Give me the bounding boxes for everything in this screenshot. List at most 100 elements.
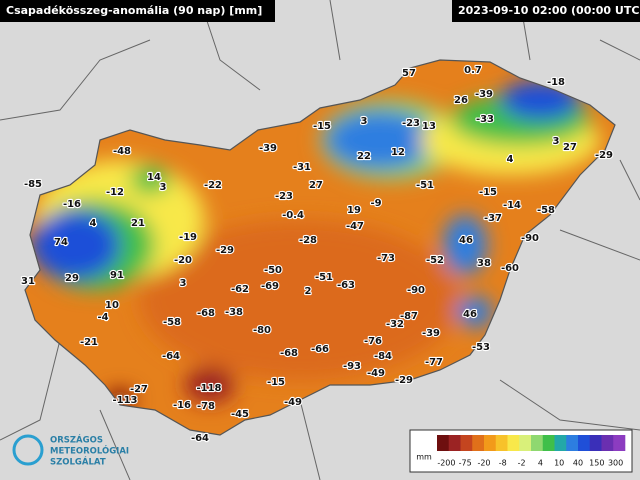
station-value: 91 [110, 270, 124, 281]
logo-line: METEOROLÓGIAI [50, 445, 129, 457]
station-value: -15 [267, 377, 285, 388]
legend-swatch [542, 435, 555, 451]
station-value: 31 [21, 276, 35, 287]
legend-tick: -75 [459, 459, 472, 468]
legend-swatch [566, 435, 579, 451]
station-value: -51 [315, 272, 333, 283]
station-value: -19 [179, 232, 197, 243]
station-value: -4 [97, 312, 108, 323]
station-value: -20 [174, 255, 192, 266]
station-value: -64 [162, 351, 180, 362]
station-value: -12 [106, 187, 124, 198]
station-value: -48 [113, 146, 131, 157]
station-value: -0.4 [282, 210, 304, 221]
station-value: -51 [416, 180, 434, 191]
station-value: 4 [90, 218, 97, 229]
station-value: -68 [197, 308, 215, 319]
station-value: -28 [299, 235, 317, 246]
station-value: -16 [173, 400, 191, 411]
station-value: -23 [402, 118, 420, 129]
station-value: -78 [197, 401, 215, 412]
station-value: 12 [391, 147, 405, 158]
station-value: 27 [563, 142, 577, 153]
station-value: -45 [231, 409, 249, 420]
station-value: -21 [80, 337, 98, 348]
station-value: -49 [367, 368, 385, 379]
station-value: 21 [131, 218, 145, 229]
station-value: 22 [357, 151, 371, 162]
station-value: -39 [259, 143, 277, 154]
legend-tick: -2 [518, 459, 526, 468]
station-value: -52 [426, 255, 444, 266]
station-value: 3 [553, 136, 560, 147]
legend-swatch [460, 435, 473, 451]
station-value: -85 [24, 179, 42, 190]
station-value: -93 [343, 361, 361, 372]
station-value: 3 [361, 116, 368, 127]
legend-tick: 40 [573, 459, 583, 468]
timestamp: 2023-09-10 02:00 (00:00 UTC) [458, 4, 640, 17]
station-value: 3 [180, 278, 187, 289]
station-value: -15 [479, 187, 497, 198]
legend-bar: -200 -75 -20 -8 -2 4 10 40 150 300 [437, 435, 626, 468]
station-value: 74 [54, 237, 68, 248]
station-value: -50 [264, 265, 282, 276]
station-value: -58 [163, 317, 181, 328]
station-value: -15 [313, 121, 331, 132]
station-value: -49 [284, 397, 302, 408]
legend-swatch [484, 435, 497, 451]
logo-icon [12, 434, 44, 466]
station-value: -16 [63, 199, 81, 210]
legend-swatch [589, 435, 602, 451]
legend-tick: -20 [477, 459, 490, 468]
station-value: 46 [463, 309, 477, 320]
station-value: -27 [130, 384, 148, 395]
station-value: -90 [521, 233, 539, 244]
station-value: 14 [147, 172, 161, 183]
station-value: -33 [476, 114, 494, 125]
station-value: -60 [501, 263, 519, 274]
station-value: -77 [425, 357, 443, 368]
station-value: -66 [311, 344, 329, 355]
station-value: -29 [216, 245, 234, 256]
station-value: -14 [503, 200, 521, 211]
station-value: -18 [547, 77, 565, 88]
station-value: -84 [374, 351, 392, 362]
timestamp-box [452, 0, 640, 22]
station-value: -32 [386, 319, 404, 330]
legend-swatch [507, 435, 520, 451]
station-value: -87 [400, 311, 418, 322]
station-value: -73 [377, 253, 395, 264]
station-value: -62 [231, 284, 249, 295]
station-value: -37 [484, 213, 502, 224]
station-value: 46 [459, 235, 473, 246]
station-value: 2 [305, 286, 312, 297]
legend-swatch [495, 435, 508, 451]
legend-tick: -8 [499, 459, 507, 468]
logo-line: SZOLGÁLAT [50, 456, 106, 468]
legend-swatch [613, 435, 626, 451]
legend-swatch [531, 435, 544, 451]
station-value: 29 [65, 273, 79, 284]
station-value: -23 [275, 191, 293, 202]
station-value: -9 [370, 198, 381, 209]
station-value: 3 [160, 182, 167, 193]
station-value: -80 [253, 325, 271, 336]
station-value: 19 [347, 205, 361, 216]
station-value: -39 [475, 89, 493, 100]
legend-unit: mm [416, 453, 432, 462]
station-value: 10 [105, 300, 119, 311]
legend-swatch [554, 435, 567, 451]
station-value: -90 [407, 285, 425, 296]
legend-swatch [519, 435, 532, 451]
legend-swatch [578, 435, 591, 451]
station-value: -22 [204, 180, 222, 191]
station-value: -39 [422, 328, 440, 339]
station-value: 4 [507, 154, 514, 165]
legend-swatch [437, 435, 450, 451]
station-value: -118 [196, 383, 221, 394]
logo-line: ORSZÁGOS [50, 434, 103, 446]
